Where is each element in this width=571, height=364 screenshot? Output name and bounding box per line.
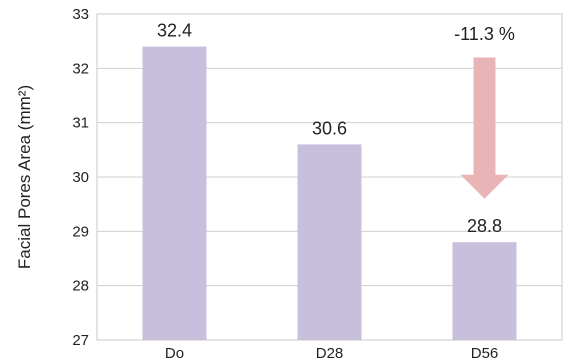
x-tick-label: D56 bbox=[471, 345, 499, 362]
y-tick-label: 30 bbox=[72, 169, 89, 186]
annotation: -11.3 % bbox=[454, 24, 515, 199]
data-label: 32.4 bbox=[157, 21, 192, 41]
y-tick-label: 29 bbox=[72, 223, 89, 240]
y-tick-label: 28 bbox=[72, 278, 89, 295]
x-axis-ticks: Do D28 D56 bbox=[165, 345, 498, 362]
y-tick-label: 33 bbox=[72, 6, 89, 23]
data-labels: 32.4 30.6 28.8 bbox=[157, 21, 502, 237]
data-label: 28.8 bbox=[467, 216, 502, 236]
x-tick-label: Do bbox=[165, 345, 184, 362]
bar-d28 bbox=[297, 144, 362, 340]
y-axis-ticks: 27 28 29 30 31 32 33 bbox=[72, 6, 89, 349]
bar-d56 bbox=[452, 242, 517, 340]
bars bbox=[142, 46, 517, 340]
annotation-label: -11.3 % bbox=[454, 24, 515, 44]
decrease-arrow-icon bbox=[460, 57, 509, 199]
data-label: 30.6 bbox=[312, 118, 347, 138]
y-axis-label: Facial Pores Area (mm²) bbox=[15, 85, 34, 269]
y-tick-label: 32 bbox=[72, 60, 89, 77]
x-tick-label: D28 bbox=[316, 345, 344, 362]
bar-do bbox=[142, 46, 207, 340]
y-tick-label: 31 bbox=[72, 115, 89, 132]
y-tick-label: 27 bbox=[72, 332, 89, 349]
